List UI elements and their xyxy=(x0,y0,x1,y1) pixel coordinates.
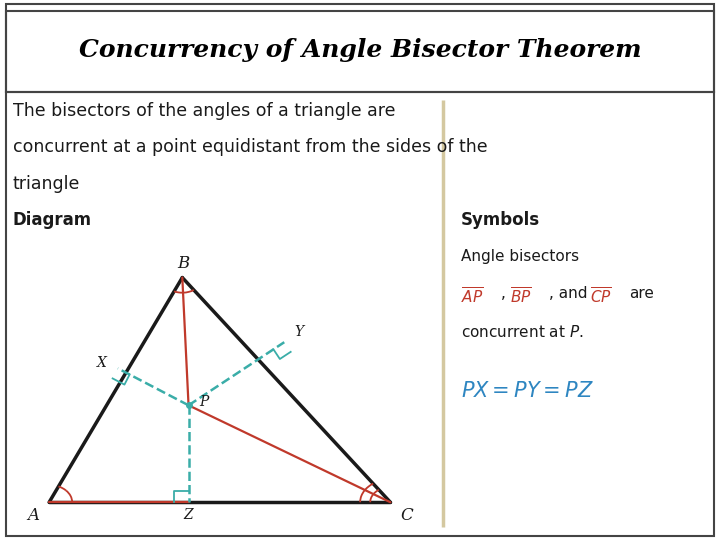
Text: P: P xyxy=(199,395,209,409)
Text: concurrent at a point equidistant from the sides of the: concurrent at a point equidistant from t… xyxy=(13,138,487,156)
Text: Symbols: Symbols xyxy=(461,211,540,228)
Text: Diagram: Diagram xyxy=(13,211,92,228)
Text: $\overline{AP}$: $\overline{AP}$ xyxy=(461,286,483,306)
Text: Z: Z xyxy=(184,508,194,522)
Text: Y: Y xyxy=(294,326,303,340)
Text: $\overline{BP}$: $\overline{BP}$ xyxy=(510,286,531,306)
Text: B: B xyxy=(178,255,190,272)
Text: $PX = PY = PZ$: $PX = PY = PZ$ xyxy=(461,381,593,401)
Text: The bisectors of the angles of a triangle are: The bisectors of the angles of a triangl… xyxy=(13,102,395,119)
Text: triangle: triangle xyxy=(13,175,81,193)
Text: $\overline{CP}$: $\overline{CP}$ xyxy=(590,286,612,306)
Text: are: are xyxy=(629,286,654,301)
Text: , and: , and xyxy=(549,286,587,301)
Text: concurrent at $P$.: concurrent at $P$. xyxy=(461,324,583,340)
FancyBboxPatch shape xyxy=(6,11,714,92)
Text: C: C xyxy=(400,507,413,524)
Text: Concurrency of Angle Bisector Theorem: Concurrency of Angle Bisector Theorem xyxy=(78,38,642,62)
Text: Angle bisectors: Angle bisectors xyxy=(461,249,579,265)
Text: X: X xyxy=(97,356,107,370)
Text: ,: , xyxy=(500,286,505,301)
Text: A: A xyxy=(27,507,40,524)
